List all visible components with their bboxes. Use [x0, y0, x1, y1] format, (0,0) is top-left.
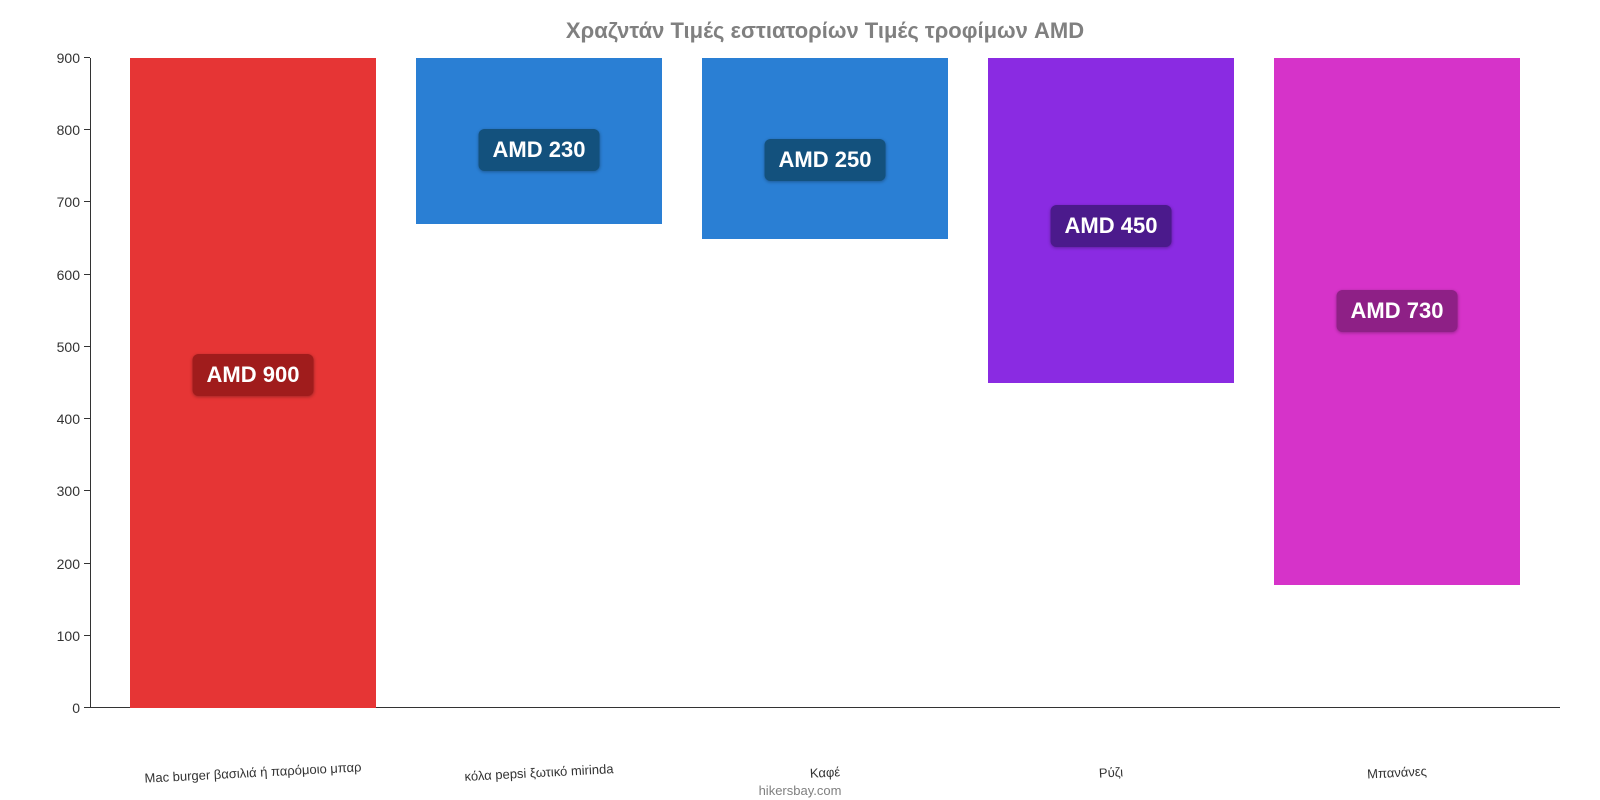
- bar: AMD 450: [988, 58, 1234, 383]
- bar-value-label: AMD 730: [1337, 290, 1458, 332]
- bar: AMD 250: [702, 58, 948, 239]
- y-tick-label: 900: [30, 50, 80, 66]
- bar: AMD 900: [130, 58, 376, 708]
- y-tick-label: 0: [30, 700, 80, 716]
- bar-slot: AMD 250: [682, 58, 968, 708]
- bar-slot: AMD 730: [1254, 58, 1540, 708]
- bar-value-label: AMD 230: [479, 129, 600, 171]
- y-tick-label: 200: [30, 556, 80, 572]
- bar-value-label: AMD 450: [1051, 205, 1172, 247]
- bar: AMD 730: [1274, 58, 1520, 585]
- chart-title: Χραζντάν Τιμές εστιατορίων Τιμές τροφίμω…: [90, 18, 1560, 44]
- y-tick-label: 700: [30, 194, 80, 210]
- y-tick-label: 800: [30, 122, 80, 138]
- chart-container: Χραζντάν Τιμές εστιατορίων Τιμές τροφίμω…: [0, 0, 1600, 800]
- bars-group: AMD 900 AMD 230 AMD 250 AMD 450 AMD 730: [90, 58, 1560, 708]
- y-tick-label: 500: [30, 339, 80, 355]
- bar-value-label: AMD 250: [765, 139, 886, 181]
- bar-slot: AMD 230: [396, 58, 682, 708]
- y-tick-label: 300: [30, 483, 80, 499]
- bar-slot: AMD 450: [968, 58, 1254, 708]
- plot-area: 0100200300400500600700800900 AMD 900AMD …: [90, 58, 1560, 708]
- x-labels: Mac burger βασιλιά ή παρόμοιο μπαρκόλα p…: [90, 765, 1560, 780]
- bar-slot: AMD 900: [110, 58, 396, 708]
- bar-value-label: AMD 900: [193, 354, 314, 396]
- attribution-text: hikersbay.com: [0, 783, 1600, 798]
- y-tick-label: 600: [30, 267, 80, 283]
- y-tick-label: 400: [30, 411, 80, 427]
- bar: AMD 230: [416, 58, 662, 224]
- y-tick-label: 100: [30, 628, 80, 644]
